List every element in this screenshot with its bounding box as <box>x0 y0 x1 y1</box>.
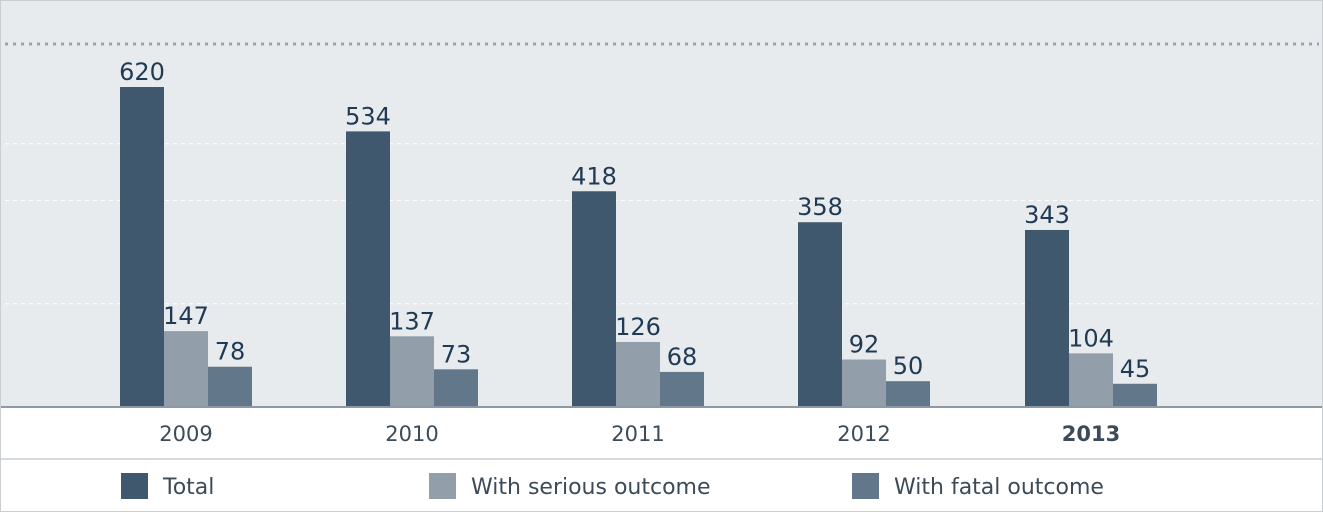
x-tick-label-2013: 2013 <box>1062 422 1120 446</box>
bar-serious-2013 <box>1069 353 1113 407</box>
legend-swatch-fatal <box>852 473 879 499</box>
legend-label-fatal: With fatal outcome <box>894 475 1104 500</box>
value-label-fatal-2010: 73 <box>441 340 472 368</box>
value-label-total-2013: 343 <box>1024 201 1070 229</box>
legend-item-fatal: With fatal outcome <box>852 473 1104 500</box>
value-label-serious-2009: 147 <box>163 302 209 330</box>
x-tick-labels: 2009 2010 2011 2012 2013 <box>159 422 1120 446</box>
legend-label-serious: With serious outcome <box>471 475 711 500</box>
bar-total-2011 <box>572 191 616 407</box>
value-label-serious-2012: 92 <box>849 331 880 359</box>
value-label-total-2010: 534 <box>345 102 391 130</box>
legend-item-serious: With serious outcome <box>429 473 711 500</box>
value-label-fatal-2013: 45 <box>1120 355 1151 383</box>
plot-background <box>1 1 1322 407</box>
x-tick-label-2011: 2011 <box>611 422 664 446</box>
x-tick-label-2012: 2012 <box>837 422 890 446</box>
value-label-total-2012: 358 <box>797 193 843 221</box>
gridlines <box>5 143 1319 305</box>
value-label-total-2009: 620 <box>119 58 165 86</box>
x-tick-label-2009: 2009 <box>159 422 212 446</box>
value-label-serious-2010: 137 <box>389 307 435 335</box>
value-label-fatal-2011: 68 <box>667 343 698 371</box>
value-label-total-2011: 418 <box>571 162 617 190</box>
bar-total-2009 <box>120 87 164 407</box>
bar-serious-2011 <box>616 341 660 407</box>
bar-serious-2010 <box>390 336 434 407</box>
legend-swatch-serious <box>429 473 456 499</box>
legend-item-total: Total <box>121 473 214 500</box>
value-label-serious-2013: 104 <box>1068 324 1114 352</box>
bar-total-2012 <box>798 222 842 407</box>
value-label-fatal-2009: 78 <box>215 338 246 366</box>
x-tick-label-2010: 2010 <box>385 422 438 446</box>
legend-swatch-total <box>121 473 148 499</box>
bar-serious-2009 <box>164 331 208 407</box>
bar-serious-2012 <box>842 359 886 407</box>
bar-fatal-2009 <box>208 366 252 407</box>
bars <box>120 87 1157 408</box>
bar-fatal-2011 <box>660 371 704 407</box>
value-label-serious-2011: 126 <box>615 313 661 341</box>
legend: Total With serious outcome With fatal outc… <box>121 473 1104 500</box>
bar-fatal-2013 <box>1113 383 1157 407</box>
bar-total-2013 <box>1025 229 1069 407</box>
legend-label-total: Total <box>162 475 214 500</box>
bar-fatal-2012 <box>886 381 930 407</box>
bar-total-2010 <box>346 131 390 408</box>
bar-fatal-2010 <box>434 369 478 407</box>
value-label-fatal-2012: 50 <box>893 352 924 380</box>
